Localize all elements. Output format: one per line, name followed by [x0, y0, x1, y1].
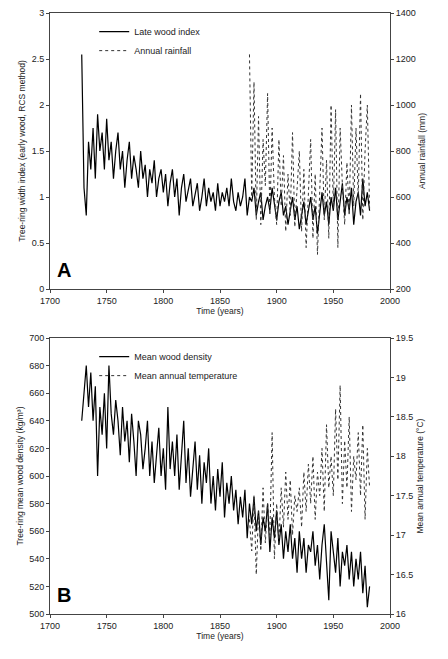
svg-text:0.5: 0.5	[32, 238, 45, 248]
svg-text:Mean annual temperature: Mean annual temperature	[134, 371, 237, 381]
svg-text:Annual rainfall (mm): Annual rainfall (mm)	[417, 113, 427, 189]
svg-text:Annual rainfall: Annual rainfall	[134, 46, 191, 56]
svg-text:Time (years): Time (years)	[196, 306, 244, 316]
svg-text:2000: 2000	[380, 621, 400, 631]
svg-text:600: 600	[29, 471, 44, 481]
svg-text:Tree-ring width index (early w: Tree-ring width index (early wood, RCS m…	[17, 60, 27, 242]
svg-text:700: 700	[29, 333, 44, 343]
svg-text:1.5: 1.5	[32, 146, 45, 156]
svg-text:1950: 1950	[323, 621, 343, 631]
svg-text:17: 17	[396, 530, 406, 540]
svg-text:Mean wood density: Mean wood density	[134, 352, 212, 362]
svg-text:19: 19	[396, 373, 406, 383]
svg-text:Tree-ring mean wood density (k: Tree-ring mean wood density (kg/m³)	[15, 406, 25, 545]
svg-text:1900: 1900	[267, 621, 287, 631]
svg-text:620: 620	[29, 444, 44, 454]
svg-text:A: A	[57, 259, 71, 281]
svg-text:1700: 1700	[40, 621, 60, 631]
svg-text:1900: 1900	[267, 296, 287, 306]
svg-text:1000: 1000	[396, 100, 416, 110]
svg-text:B: B	[57, 584, 71, 606]
svg-text:580: 580	[29, 499, 44, 509]
svg-text:3: 3	[39, 8, 44, 18]
svg-text:520: 520	[29, 582, 44, 592]
svg-text:560: 560	[29, 526, 44, 536]
svg-text:680: 680	[29, 361, 44, 371]
svg-text:540: 540	[29, 554, 44, 564]
svg-text:16: 16	[396, 609, 406, 619]
svg-text:19.5: 19.5	[396, 333, 414, 343]
svg-text:Time (years): Time (years)	[196, 631, 244, 641]
svg-text:1750: 1750	[97, 621, 117, 631]
svg-text:800: 800	[396, 146, 411, 156]
svg-text:18: 18	[396, 451, 406, 461]
svg-text:200: 200	[396, 284, 411, 294]
svg-text:2000: 2000	[380, 296, 400, 306]
svg-text:2.5: 2.5	[32, 54, 45, 64]
svg-text:1200: 1200	[396, 54, 416, 64]
svg-text:1850: 1850	[210, 296, 230, 306]
svg-text:1750: 1750	[97, 296, 117, 306]
svg-text:2: 2	[39, 100, 44, 110]
svg-text:400: 400	[396, 238, 411, 248]
svg-text:500: 500	[29, 609, 44, 619]
svg-text:660: 660	[29, 388, 44, 398]
svg-text:1700: 1700	[40, 296, 60, 306]
svg-text:1800: 1800	[153, 296, 173, 306]
svg-text:18.5: 18.5	[396, 412, 414, 422]
svg-text:1850: 1850	[210, 621, 230, 631]
svg-text:17.5: 17.5	[396, 491, 414, 501]
svg-text:16.5: 16.5	[396, 570, 414, 580]
svg-text:600: 600	[396, 192, 411, 202]
svg-text:640: 640	[29, 416, 44, 426]
svg-text:1950: 1950	[323, 296, 343, 306]
svg-text:1800: 1800	[153, 621, 173, 631]
svg-text:0: 0	[39, 284, 44, 294]
svg-text:1400: 1400	[396, 8, 416, 18]
svg-text:1: 1	[39, 192, 44, 202]
svg-text:Late wood index: Late wood index	[134, 27, 200, 37]
svg-text:Mean annual temperature (°C): Mean annual temperature (°C)	[415, 418, 425, 533]
